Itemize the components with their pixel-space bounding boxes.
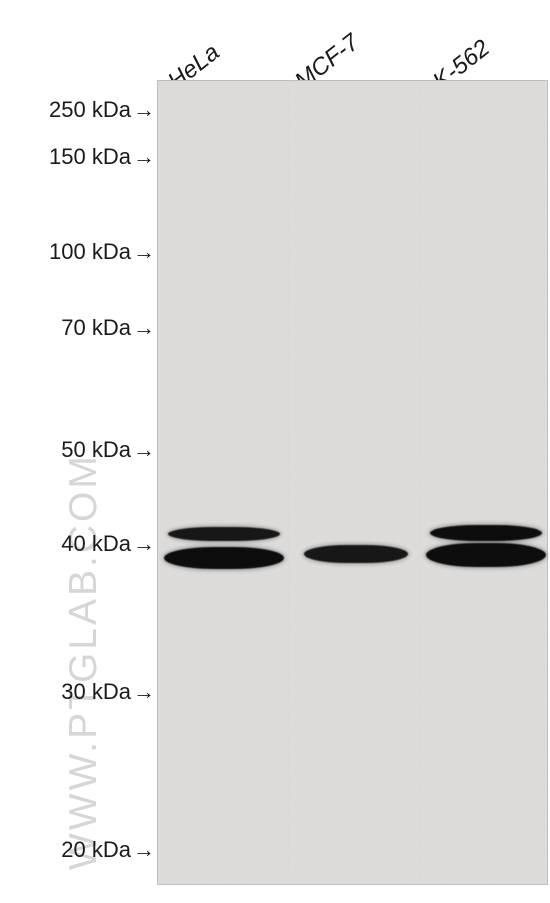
mw-marker-label: 50 kDa [61, 437, 131, 463]
mw-marker-label: 150 kDa [49, 144, 131, 170]
gel-texture [158, 81, 547, 884]
mw-marker-label: 70 kDa [61, 315, 131, 341]
arrow-right-icon: → [133, 437, 155, 463]
band [430, 525, 542, 541]
arrow-right-icon: → [133, 315, 155, 341]
watermark-text: WWW.PTGLAB.COM [62, 453, 106, 870]
mw-marker: 30 kDa→ [0, 679, 155, 705]
arrow-right-icon: → [133, 144, 155, 170]
mw-marker-label: 30 kDa [61, 679, 131, 705]
arrow-right-icon: → [133, 679, 155, 705]
mw-marker-label: 250 kDa [49, 97, 131, 123]
mw-marker: 20 kDa→ [0, 837, 155, 863]
mw-marker: 150 kDa→ [0, 144, 155, 170]
mw-marker: 100 kDa→ [0, 239, 155, 265]
arrow-right-icon: → [133, 239, 155, 265]
arrow-right-icon: → [133, 97, 155, 123]
lane-divider [288, 81, 289, 884]
mw-marker: 50 kDa→ [0, 437, 155, 463]
band [168, 527, 280, 541]
mw-marker-label: 40 kDa [61, 531, 131, 557]
mw-marker: 40 kDa→ [0, 531, 155, 557]
blot-gel [157, 80, 548, 885]
lane-divider [419, 81, 420, 884]
mw-marker: 250 kDa→ [0, 97, 155, 123]
mw-marker-label: 100 kDa [49, 239, 131, 265]
mw-marker-label: 20 kDa [61, 837, 131, 863]
band [164, 547, 284, 569]
band [426, 543, 546, 567]
mw-marker: 70 kDa→ [0, 315, 155, 341]
arrow-right-icon: → [133, 837, 155, 863]
figure-container: WWW.PTGLAB.COM HeLaMCF-7K-562 250 kDa→15… [0, 0, 550, 903]
band [304, 545, 408, 563]
arrow-right-icon: → [133, 531, 155, 557]
